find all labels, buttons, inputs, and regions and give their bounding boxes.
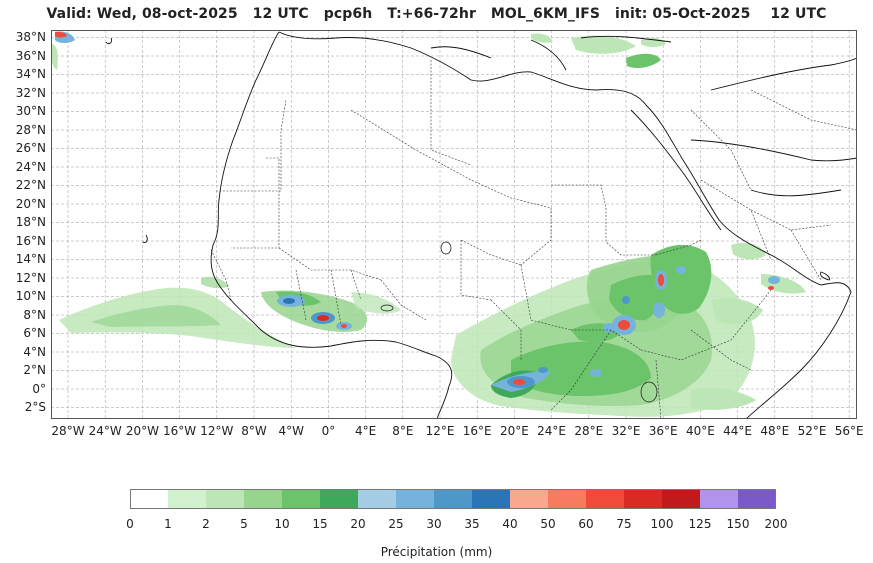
- lon-label: 28°E: [574, 424, 604, 438]
- lon-label: 52°E: [797, 424, 827, 438]
- lon-label: 28°W: [51, 424, 85, 438]
- colorbar-swatch: [548, 489, 587, 509]
- colorbar-tick-label: 25: [388, 517, 404, 531]
- lat-label: 12°N: [15, 270, 46, 285]
- lat-label: 2°N: [23, 363, 46, 377]
- colorbar-swatch: [358, 489, 397, 509]
- lat-label: 22°N: [15, 178, 46, 192]
- colorbar-swatch: [206, 489, 245, 509]
- lat-label: 32°N: [15, 85, 46, 100]
- lat-label: 0°: [32, 381, 46, 396]
- lat-label: 14°N: [15, 252, 46, 266]
- lat-label: 24°N: [15, 159, 46, 174]
- lat-label: 6°N: [23, 326, 46, 340]
- lat-label: 20°N: [15, 196, 46, 211]
- colorbar-swatch: [130, 489, 169, 509]
- lon-label: 20°E: [499, 424, 529, 438]
- colorbar-swatch: [244, 489, 283, 509]
- colorbar-tick-label: 10: [274, 517, 290, 531]
- colorbar-tick-label: 35: [464, 517, 480, 531]
- colorbar-swatch: [434, 489, 473, 509]
- map-frame: [51, 30, 857, 419]
- lon-label: 12°E: [425, 424, 455, 438]
- precipitation-shading: [51, 31, 806, 417]
- colorbar-label: Précipitation (mm): [380, 545, 493, 559]
- colorbar-tick-label: 60: [578, 517, 594, 531]
- map-title: Valid: Wed, 08-oct-2025 12 UTC pcp6h T:+…: [46, 6, 827, 22]
- colorbar-tick-label: 50: [540, 517, 556, 531]
- lat-label: 4°N: [23, 344, 46, 359]
- colorbar-swatch: [320, 489, 359, 509]
- colorbar-tick-label: 1: [164, 517, 172, 531]
- colorbar-tick-label: 0: [126, 517, 134, 531]
- lakes: [380, 241, 658, 403]
- colorbar-swatch: [738, 489, 776, 509]
- colorbar-swatch: [396, 489, 435, 509]
- lon-label: 8°W: [241, 424, 267, 438]
- map-gridlines: [51, 30, 857, 419]
- colorbar-swatch: [168, 489, 207, 509]
- map-canvas: [51, 30, 857, 419]
- coastlines: [105, 31, 857, 419]
- colorbar-tick-label: 40: [502, 517, 518, 531]
- colorbar-swatch: [510, 489, 549, 509]
- lon-label: 24°W: [88, 424, 122, 438]
- colorbar-tick-label: 30: [426, 517, 442, 531]
- lat-label: 18°N: [15, 215, 46, 229]
- lon-label: 36°E: [648, 424, 678, 438]
- precipitation-map: [51, 30, 857, 419]
- colorbar-swatch: [662, 489, 701, 509]
- colorbar-swatch: [624, 489, 663, 509]
- colorbar-swatches: [130, 489, 776, 509]
- lat-label: 8°N: [23, 307, 46, 322]
- colorbar-frame: [130, 489, 776, 509]
- lat-label: 36°N: [15, 48, 46, 63]
- lat-label: 2°S: [24, 400, 46, 414]
- colorbar-swatch: [700, 489, 739, 509]
- lon-label: 56°E: [834, 424, 864, 438]
- lon-label: 8°E: [392, 424, 414, 438]
- lon-label: 24°E: [537, 424, 567, 438]
- lon-label: 4°W: [278, 424, 304, 438]
- colorbar-tick-label: 5: [240, 517, 248, 531]
- colorbar-tick-label: 150: [726, 517, 750, 531]
- lat-label: 38°N: [15, 30, 46, 44]
- lon-label: 48°E: [760, 424, 790, 438]
- colorbar-tick-label: 75: [616, 517, 632, 531]
- lon-label: 40°E: [685, 424, 715, 438]
- lon-label: 16°W: [163, 424, 197, 438]
- colorbar-swatch: [472, 489, 511, 509]
- lon-label: 16°E: [462, 424, 492, 438]
- colorbar-tick-label: 200: [764, 517, 788, 531]
- lat-label: 30°N: [15, 104, 46, 118]
- lat-label: 10°N: [15, 289, 46, 303]
- colorbar-tick-label: 20: [350, 517, 366, 531]
- lon-label: 32°E: [611, 424, 641, 438]
- lon-label: 12°W: [200, 424, 234, 438]
- lon-label: 44°E: [723, 424, 753, 438]
- colorbar: [130, 489, 776, 509]
- colorbar-tick-label: 125: [688, 517, 712, 531]
- lat-label: 34°N: [15, 67, 46, 81]
- country-borders: [210, 60, 857, 419]
- lat-label: 16°N: [15, 233, 46, 248]
- colorbar-tick-label: 15: [312, 517, 328, 531]
- lon-label: 0°: [321, 424, 336, 438]
- lon-label: 4°E: [354, 424, 377, 438]
- colorbar-tick-label: 2: [202, 517, 210, 531]
- colorbar-swatch: [282, 489, 321, 509]
- lat-label: 26°N: [15, 141, 46, 155]
- colorbar-tick-label: 100: [650, 517, 674, 531]
- lon-label: 20°W: [125, 424, 159, 438]
- colorbar-swatch: [586, 489, 625, 509]
- lat-label: 28°N: [15, 122, 46, 137]
